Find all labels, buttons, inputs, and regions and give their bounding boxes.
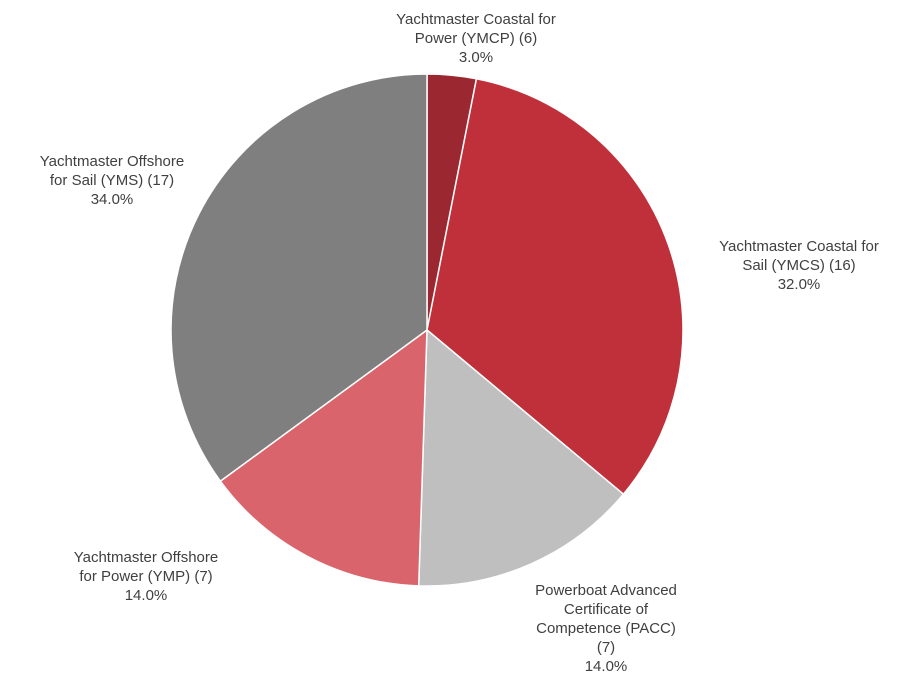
value-label: 14.0% — [124, 587, 168, 604]
category-label: Powerboat Advanced Certificate of Compet… — [535, 582, 677, 656]
category-label: Yachtmaster Coastal for Power (YMCP) (6) — [396, 11, 556, 47]
value-label: 14.0% — [584, 658, 628, 675]
pie-slice — [219, 328, 428, 587]
slice-label: Yachtmaster Offshore for Power (YMP) (7)… — [66, 548, 226, 605]
category-label: Yachtmaster Coastal for Sail (YMCS) (16) — [719, 238, 879, 274]
pie-slice — [417, 328, 625, 587]
category-label: Yachtmaster Offshore for Sail (YMS) (17) — [39, 153, 185, 189]
value-label: 3.0% — [458, 49, 494, 66]
slice-label: Yachtmaster Coastal for Power (YMCP) (6)… — [396, 10, 556, 67]
value-label: 32.0% — [777, 276, 821, 293]
slice-label: Yachtmaster Offshore for Sail (YMS) (17)… — [32, 152, 192, 209]
pie-slice — [426, 77, 684, 496]
slice-label: Powerboat Advanced Certificate of Compet… — [529, 581, 684, 676]
slice-label: Yachtmaster Coastal for Sail (YMCS) (16)… — [719, 237, 879, 294]
value-label: 34.0% — [90, 191, 134, 208]
category-label: Yachtmaster Offshore for Power (YMP) (7) — [73, 549, 219, 585]
pie-slice — [170, 73, 428, 483]
